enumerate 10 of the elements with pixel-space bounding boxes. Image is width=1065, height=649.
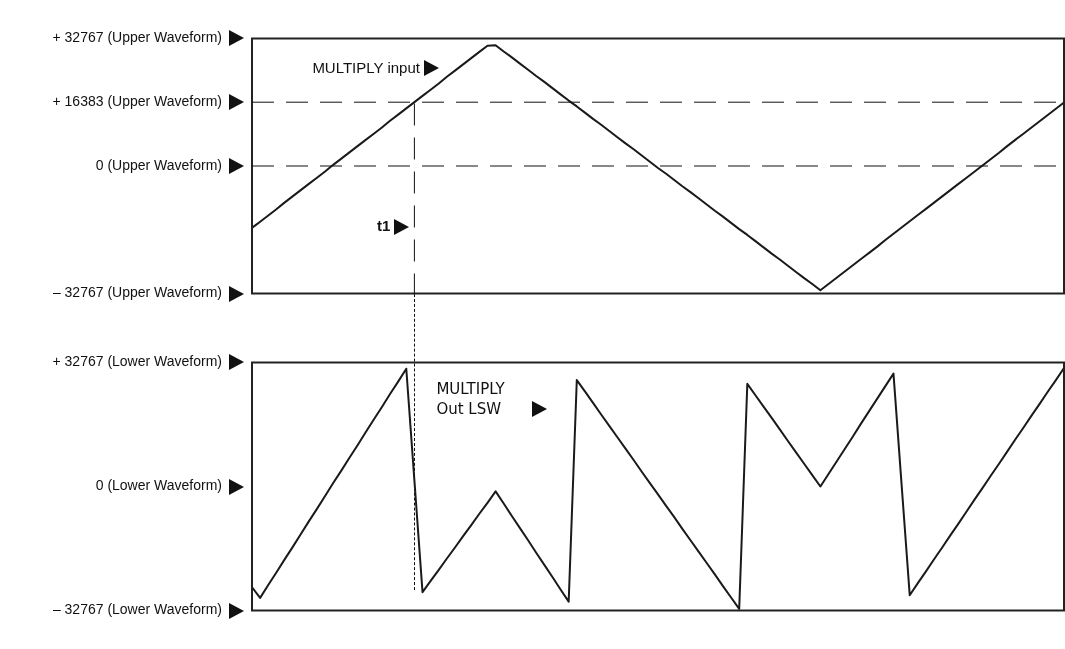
y-tick-label: – 32767 (Upper Waveform)	[52, 284, 222, 301]
y-tick-label: + 32767 (Upper Waveform)	[52, 29, 222, 46]
y-tick-label: + 16383 (Upper Waveform)	[52, 93, 222, 110]
y-tick-label: – 32767 (Lower Waveform)	[52, 601, 222, 618]
y-tick-label: + 32767 (Lower Waveform)	[52, 353, 222, 370]
y-tick-label: 0 (Lower Waveform)	[95, 477, 222, 494]
annotation: t1	[377, 217, 391, 235]
legend-label: MULTIPLY Out LSW	[436, 379, 506, 420]
y-tick-label: 0 (Upper Waveform)	[95, 156, 222, 173]
legend-label: MULTIPLY input	[312, 58, 420, 79]
